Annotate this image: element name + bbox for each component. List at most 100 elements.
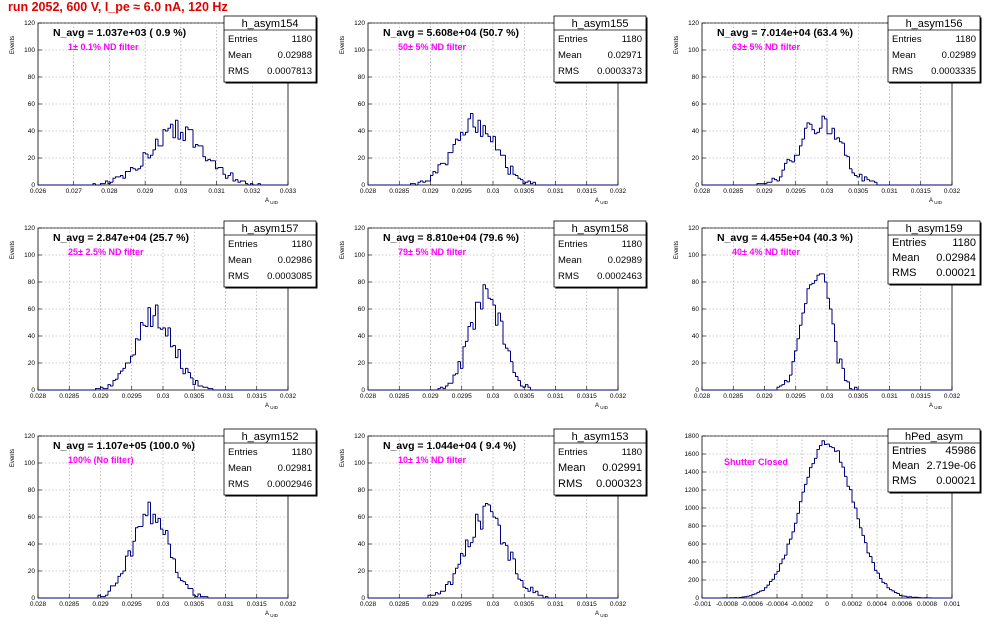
- x-tick-label: 0.028: [360, 188, 377, 195]
- y-tick-label: 0: [31, 387, 35, 394]
- filter-label: 79± 5% ND filter: [398, 247, 466, 257]
- y-axis-label: Events: [674, 36, 680, 54]
- y-tick-label: 60: [28, 306, 36, 313]
- x-tick-label: 0.0285: [389, 393, 409, 400]
- stats-entries-label: Entries: [558, 239, 588, 250]
- x-tick-label: 0.032: [610, 393, 627, 400]
- y-tick-label: 60: [358, 306, 366, 313]
- y-tick-label: 120: [688, 20, 699, 27]
- x-tick-label: 0.028: [360, 393, 377, 400]
- y-tick-label: 60: [692, 306, 700, 313]
- x-tick-label: 0.03: [821, 393, 834, 400]
- stats-rms-label: RMS: [558, 271, 579, 282]
- stats-rms-value: 0.000323: [596, 478, 642, 490]
- y-tick-label: 40: [28, 128, 36, 135]
- x-tick-label: 0.0315: [911, 393, 931, 400]
- x-tick-label: 0.028: [360, 601, 377, 608]
- x-tick-label: 0.032: [280, 393, 297, 400]
- y-tick-label: 80: [28, 279, 36, 286]
- x-axis-label: A UID: [265, 198, 279, 205]
- x-tick-label: 0.028: [101, 188, 118, 195]
- x-tick-label: 0.031: [881, 393, 898, 400]
- x-tick-label: 0.032: [944, 393, 961, 400]
- histogram-title: h_asym157: [242, 223, 299, 235]
- x-tick-label: 0.03: [157, 393, 170, 400]
- x-tick-label: 0.032: [244, 188, 261, 195]
- x-tick-label: 0.0285: [723, 393, 743, 400]
- y-tick-label: 0: [31, 595, 35, 602]
- stats-entries-label: Entries: [558, 447, 588, 458]
- filter-label: 50± 5% ND filter: [398, 42, 466, 52]
- filter-label: 40± 4% ND filter: [732, 247, 800, 257]
- x-tick-label: 0.032: [944, 188, 961, 195]
- stats-mean-label: Mean: [558, 462, 586, 474]
- x-tick-label: 0.032: [610, 188, 627, 195]
- stats-mean-value: 0.02991: [602, 462, 642, 474]
- x-tick-label: 0.029: [756, 188, 773, 195]
- y-tick-label: 100: [688, 47, 699, 54]
- x-tick-label: 0.0285: [389, 188, 409, 195]
- y-tick-label: 1200: [685, 487, 700, 494]
- y-tick-label: 40: [28, 541, 36, 548]
- y-axis-label: Events: [10, 36, 16, 54]
- x-tick-label: 0.03: [487, 393, 500, 400]
- x-tick-label: 0.0305: [848, 188, 868, 195]
- y-tick-label: 60: [692, 101, 700, 108]
- y-tick-label: 20: [358, 360, 366, 367]
- x-tick-label: -0.0004: [766, 601, 788, 608]
- x-tick-label: 0.0285: [59, 393, 79, 400]
- y-tick-label: 100: [24, 460, 35, 467]
- x-tick-label: 0.028: [30, 393, 47, 400]
- y-tick-label: 1400: [685, 469, 700, 476]
- x-tick-label: 0.031: [547, 188, 564, 195]
- stats-rms-label: RMS: [892, 267, 916, 279]
- y-tick-label: 120: [24, 20, 35, 27]
- y-tick-label: 60: [358, 514, 366, 521]
- x-axis-label: A UID: [595, 403, 609, 410]
- x-tick-label: 0.0295: [452, 393, 472, 400]
- x-tick-label: 0.0008: [917, 601, 937, 608]
- y-tick-label: 60: [28, 101, 36, 108]
- x-tick-label: 0.0315: [577, 393, 597, 400]
- x-tick-label: 0.0315: [911, 188, 931, 195]
- y-tick-label: 40: [358, 128, 366, 135]
- y-tick-label: 40: [28, 333, 36, 340]
- stats-entries-value: 1180: [292, 34, 312, 45]
- y-tick-label: 20: [692, 155, 700, 162]
- x-tick-label: 0.0315: [577, 188, 597, 195]
- x-tick-label: 0.032: [610, 601, 627, 608]
- filter-label: 10± 1% ND filter: [398, 455, 466, 465]
- x-tick-label: 0.029: [92, 601, 109, 608]
- y-tick-label: 80: [358, 74, 366, 81]
- y-tick-label: 0: [695, 182, 699, 189]
- x-tick-label: 0.0285: [723, 188, 743, 195]
- histogram-title: hPed_asym: [905, 431, 963, 443]
- x-tick-label: 0.03: [175, 188, 188, 195]
- x-tick-label: -0.0006: [741, 601, 763, 608]
- histogram-title: h_asym159: [906, 223, 963, 235]
- x-tick-label: 0.0305: [184, 601, 204, 608]
- x-tick-label: -0.001: [693, 601, 712, 608]
- run-title: run 2052, 600 V, I_pe ≈ 6.0 nA, 120 Hz: [8, 0, 228, 14]
- n-avg-label: N_avg = 4.455e+04 (40.3 %): [717, 232, 853, 244]
- stats-rms-value: 0.0002946: [267, 479, 312, 490]
- stats-rms-value: 0.0003335: [931, 66, 976, 77]
- y-tick-label: 80: [692, 74, 700, 81]
- y-tick-label: 0: [695, 387, 699, 394]
- x-tick-label: 0.028: [694, 188, 711, 195]
- x-tick-label: 0.031: [217, 601, 234, 608]
- y-tick-label: 200: [688, 577, 699, 584]
- y-tick-label: 20: [28, 360, 36, 367]
- x-tick-label: 0.0295: [452, 188, 472, 195]
- y-tick-label: 80: [358, 487, 366, 494]
- histogram-title: h_asym156: [906, 18, 963, 30]
- y-tick-label: 600: [688, 541, 699, 548]
- y-tick-label: 40: [692, 333, 700, 340]
